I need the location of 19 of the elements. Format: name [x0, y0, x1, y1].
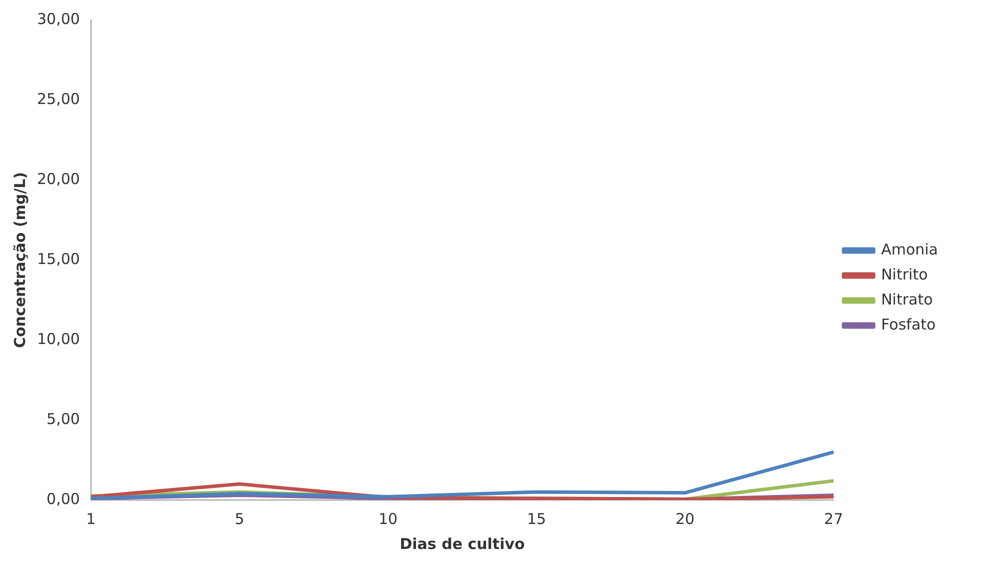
legend-label: Fosfato	[881, 315, 936, 334]
x-tick-label: 1	[86, 510, 96, 528]
x-tick-label: 20	[676, 510, 695, 528]
y-tick-label: 25,00	[36, 90, 80, 108]
y-tick-label: 20,00	[36, 170, 80, 188]
x-tick-label: 27	[824, 510, 844, 528]
legend-label: Nitrato	[881, 290, 933, 308]
y-axis-title: Concentração (mg/L)	[10, 172, 29, 348]
y-tick-label: 15,00	[36, 250, 80, 268]
x-tick-label: 10	[378, 510, 398, 528]
y-tick-label: 0,00	[46, 490, 80, 508]
x-tick-label: 5	[234, 510, 244, 528]
x-axis-title: Dias de cultivo	[400, 534, 525, 553]
y-tick-label: 5,00	[46, 410, 80, 428]
legend-label: Amonia	[881, 240, 938, 258]
y-tick-label: 10,00	[36, 330, 80, 348]
y-tick-label: 30,00	[36, 10, 80, 28]
x-tick-label: 15	[526, 510, 546, 528]
legend-label: Nitrito	[881, 265, 928, 284]
